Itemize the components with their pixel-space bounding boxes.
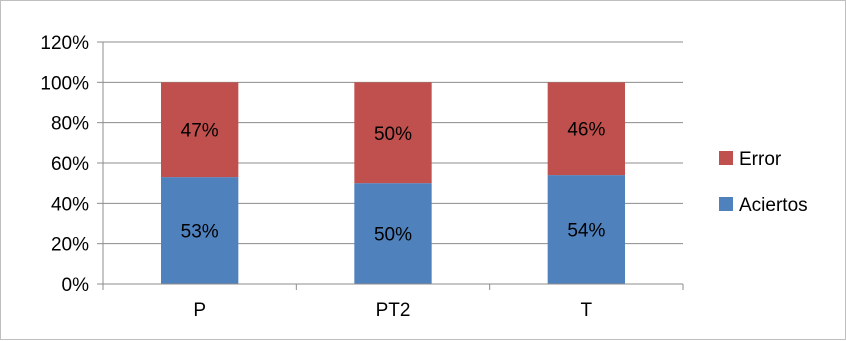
legend-swatch-aciertos	[719, 197, 733, 211]
axes: 0% 20% 40% 60% 80% 100% 120% P PT2 T	[40, 33, 684, 321]
bar-aciertos-t	[547, 175, 625, 284]
bar-error-t	[547, 82, 625, 176]
y-tick-label: 60%	[51, 154, 89, 175]
y-tick-label: 100%	[40, 73, 89, 94]
y-tick-label: 120%	[40, 33, 89, 54]
bar-aciertos-pt2	[354, 183, 432, 284]
bar-error-pt2	[354, 82, 432, 184]
legend-label-aciertos: Aciertos	[739, 195, 808, 216]
bar-aciertos-p	[161, 177, 239, 284]
data-label-error-pt2: 50%	[374, 124, 412, 145]
y-tick-label: 80%	[51, 114, 89, 135]
bars	[161, 82, 625, 284]
x-tick-label: P	[193, 300, 206, 321]
data-label-error-t: 46%	[567, 120, 605, 141]
x-tick-label: PT2	[376, 300, 411, 321]
data-labels: 53% 47% 50% 50% 54% 46%	[181, 120, 606, 246]
data-label-aciertos-p: 53%	[181, 222, 219, 243]
legend-label-error: Error	[739, 149, 782, 170]
legend: Error Aciertos	[719, 149, 808, 216]
legend-swatch-error	[719, 151, 733, 165]
y-tick-label: 40%	[51, 194, 89, 215]
bar-error-p	[161, 82, 239, 178]
y-tick-label: 20%	[51, 235, 89, 256]
y-tick-label: 0%	[62, 275, 90, 296]
x-tick-label: T	[581, 300, 593, 321]
data-label-aciertos-pt2: 50%	[374, 225, 412, 246]
data-label-error-p: 47%	[181, 121, 219, 142]
data-label-aciertos-t: 54%	[567, 221, 605, 242]
